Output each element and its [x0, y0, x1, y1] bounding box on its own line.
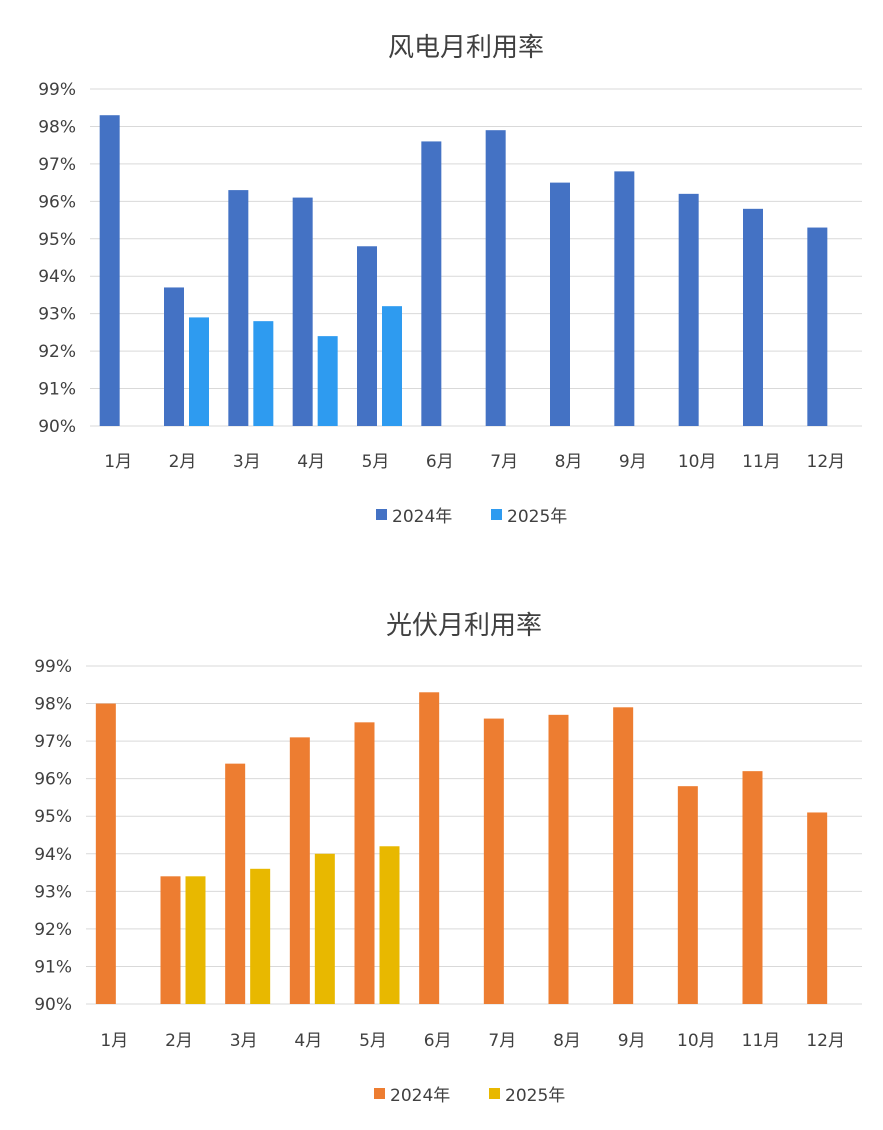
solar-bar-2024 [225, 763, 246, 1004]
solar-bar-2024 [419, 692, 440, 1004]
solar-y-tick-label: 91% [34, 957, 72, 977]
solar-bar-2024 [677, 786, 698, 1004]
solar-x-tick-label: 7月 [488, 1031, 516, 1051]
solar-bar-2024 [613, 707, 634, 1004]
solar-bar-2024 [95, 703, 116, 1004]
wind-x-tick-label: 5月 [362, 452, 390, 472]
wind-x-tick-label: 3月 [233, 452, 261, 472]
wind-legend-swatch-2025 [491, 509, 502, 520]
wind-y-tick-label: 90% [38, 417, 76, 437]
solar-bar-2025 [185, 876, 206, 1004]
solar-chart-title: 光伏月利用率 [386, 611, 542, 641]
wind-bar-2025 [317, 336, 338, 426]
wind-y-tick-label: 94% [38, 267, 76, 287]
solar-y-tick-label: 95% [34, 807, 72, 827]
wind-bar-2024 [807, 227, 828, 426]
wind-bar-2024 [421, 141, 442, 426]
solar-chart-svg: 光伏月利用率 90% 91% 92% 93% 94% 95% 96% 97% 98% 99% 1月 2月… [34, 611, 862, 1106]
wind-x-tick-label: 1月 [104, 452, 132, 472]
wind-x-tick-label: 11月 [742, 452, 781, 472]
solar-x-tick-label: 9月 [618, 1031, 646, 1051]
wind-y-tick-label: 92% [38, 342, 76, 362]
solar-bar-2024 [548, 714, 569, 1004]
wind-x-tick-label: 10月 [678, 452, 717, 472]
solar-y-tick-label: 98% [34, 695, 72, 715]
solar-x-tick-label: 11月 [742, 1031, 781, 1051]
wind-bar-2024 [614, 171, 635, 426]
wind-y-tick-label: 98% [38, 117, 76, 137]
wind-x-tick-label: 2月 [169, 452, 197, 472]
solar-legend-label-2024: 2024年 [390, 1086, 450, 1106]
solar-y-tick-label: 97% [34, 732, 72, 752]
solar-y-tick-label: 93% [34, 882, 72, 902]
solar-x-tick-label: 10月 [677, 1031, 716, 1051]
wind-bar-2024 [228, 190, 249, 426]
solar-x-tick-label: 8月 [553, 1031, 581, 1051]
solar-y-tick-label: 99% [34, 657, 72, 677]
wind-x-tick-label: 12月 [807, 452, 846, 472]
wind-bar-2025 [253, 321, 274, 426]
wind-bar-2024 [485, 130, 506, 426]
solar-bar-2024 [483, 718, 504, 1004]
solar-x-tick-label: 3月 [230, 1031, 258, 1051]
wind-bar-2024 [550, 182, 570, 426]
wind-y-tick-label: 96% [38, 192, 76, 212]
solar-bar-2024 [289, 737, 310, 1004]
solar-y-tick-label: 92% [34, 920, 72, 940]
solar-bar-2025 [379, 846, 400, 1004]
wind-legend-swatch-2024 [376, 509, 387, 520]
solar-bar-2025 [250, 868, 271, 1004]
solar-legend-label-2025: 2025年 [505, 1086, 565, 1106]
wind-y-tick-label: 95% [38, 230, 76, 250]
solar-x-tick-label: 12月 [806, 1031, 845, 1051]
solar-utilization-chart: 光伏月利用率 90% 91% 92% 93% 94% 95% 96% 97% 98% 99% 1月 2月… [0, 575, 883, 1125]
solar-x-tick-label: 4月 [294, 1031, 322, 1051]
wind-chart-title: 风电月利用率 [388, 33, 544, 63]
solar-bar-2024 [354, 722, 375, 1004]
wind-y-tick-label: 91% [38, 380, 76, 400]
wind-x-tick-label: 9月 [619, 452, 647, 472]
wind-bar-2024 [292, 197, 313, 426]
solar-bar-2024 [160, 876, 181, 1004]
wind-bar-2024 [164, 287, 184, 426]
wind-x-tick-label: 7月 [490, 452, 518, 472]
wind-bar-2025 [189, 317, 209, 426]
solar-x-tick-label: 2月 [165, 1031, 193, 1051]
wind-bar-2024 [357, 246, 377, 426]
wind-bar-2024 [743, 208, 763, 426]
solar-x-tick-label: 5月 [359, 1031, 387, 1051]
wind-chart-svg: 风电月利用率 90% 91% 92% 93% 94% 95% 96% 97% 98% 99% 1月 2月… [38, 33, 862, 527]
wind-x-tick-label: 8月 [555, 452, 583, 472]
solar-bar-2025 [314, 853, 335, 1004]
wind-bar-2025 [382, 306, 402, 426]
solar-legend-swatch-2024 [374, 1088, 385, 1099]
solar-y-tick-label: 94% [34, 845, 72, 865]
wind-bar-2024 [99, 115, 120, 426]
wind-bar-2024 [678, 193, 699, 426]
wind-utilization-chart: 风电月利用率 90% 91% 92% 93% 94% 95% 96% 97% 98% 99% 1月 2月… [0, 0, 883, 560]
wind-legend-label-2025: 2025年 [507, 507, 567, 527]
solar-x-tick-label: 6月 [424, 1031, 452, 1051]
solar-y-tick-label: 96% [34, 770, 72, 790]
solar-legend-swatch-2025 [489, 1088, 500, 1099]
wind-y-tick-label: 93% [38, 305, 76, 325]
solar-bar-2024 [742, 771, 763, 1004]
solar-x-tick-label: 1月 [100, 1031, 128, 1051]
solar-y-tick-label: 90% [34, 995, 72, 1015]
wind-legend-label-2024: 2024年 [392, 507, 452, 527]
wind-y-tick-label: 99% [38, 80, 76, 100]
wind-x-tick-label: 6月 [426, 452, 454, 472]
wind-x-tick-label: 4月 [297, 452, 325, 472]
solar-bar-2024 [807, 812, 828, 1004]
wind-y-tick-label: 97% [38, 155, 76, 175]
